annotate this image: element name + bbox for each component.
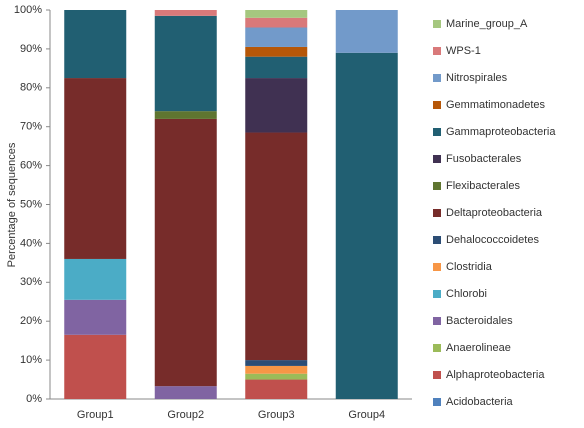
- bar-segment: [335, 10, 398, 53]
- x-tick-label: Group4: [348, 409, 385, 421]
- legend-label: Flexibacterales: [446, 180, 520, 192]
- y-tick-label: 90%: [20, 43, 42, 55]
- legend-swatch: [433, 74, 441, 82]
- legend-label: Clostridia: [446, 261, 493, 273]
- bar-segment: [154, 386, 217, 399]
- x-tick-label: Group3: [258, 409, 295, 421]
- bar-segment: [245, 379, 308, 399]
- bar-segment: [64, 299, 127, 335]
- bar-segment: [335, 52, 398, 399]
- legend-swatch: [433, 344, 441, 352]
- legend-label: WPS-1: [446, 45, 481, 57]
- legend-label: Dehalococcoidetes: [446, 234, 539, 246]
- legend-swatch: [433, 101, 441, 109]
- bar-segment: [245, 373, 308, 380]
- bar-segment: [64, 334, 127, 399]
- legend-swatch: [433, 20, 441, 28]
- y-tick-label: 40%: [20, 237, 42, 249]
- legend-swatch: [433, 317, 441, 325]
- bar-segment: [245, 365, 308, 374]
- legend-label: Nitrospirales: [446, 72, 508, 84]
- y-tick-label: 0%: [26, 393, 42, 405]
- y-tick-label: 20%: [20, 315, 42, 327]
- legend-label: Alphaproteobacteria: [446, 369, 545, 381]
- legend-label: Chlorobi: [446, 288, 487, 300]
- legend-label: Marine_group_A: [446, 18, 528, 30]
- x-tick-label: Group1: [77, 409, 114, 421]
- bar-segment: [245, 17, 308, 28]
- legend-swatch: [433, 236, 441, 244]
- legend-swatch: [433, 155, 441, 163]
- bar-segment: [245, 27, 308, 47]
- legend-swatch: [433, 398, 441, 406]
- bar-segment: [64, 78, 127, 259]
- bar-segment: [245, 56, 308, 79]
- bar-segment: [245, 46, 308, 57]
- legend-label: Deltaproteobacteria: [446, 207, 543, 219]
- legend-label: Fusobacterales: [446, 153, 522, 165]
- legend-swatch: [433, 290, 441, 298]
- bar-segment: [245, 132, 308, 361]
- x-tick-label: Group2: [167, 409, 204, 421]
- legend-swatch: [433, 371, 441, 379]
- bar-segment: [154, 15, 217, 112]
- legend-swatch: [433, 209, 441, 217]
- legend-swatch: [433, 47, 441, 55]
- legend-label: Gemmatimonadetes: [446, 99, 546, 111]
- y-tick-label: 30%: [20, 276, 42, 288]
- y-tick-label: 100%: [14, 4, 42, 16]
- y-tick-label: 80%: [20, 82, 42, 94]
- legend-label: Acidobacteria: [446, 396, 514, 408]
- y-axis-label: Percentage of sequences: [6, 142, 18, 267]
- y-tick-label: 10%: [20, 354, 42, 366]
- bar-segment: [154, 118, 217, 387]
- legend-swatch: [433, 128, 441, 136]
- legend-swatch: [433, 182, 441, 190]
- legend-label: Bacteroidales: [446, 315, 513, 327]
- legend-label: Anaerolineae: [446, 342, 511, 354]
- bar-segment: [154, 111, 217, 119]
- bar-segment: [154, 10, 217, 16]
- y-tick-label: 50%: [20, 198, 42, 210]
- bar-segment: [245, 78, 308, 133]
- bar-segment: [245, 10, 308, 18]
- legend-label: Gammaproteobacteria: [446, 126, 556, 138]
- bar-segment: [245, 360, 308, 366]
- bar-segment: [64, 10, 127, 79]
- legend-swatch: [433, 263, 441, 271]
- y-tick-label: 70%: [20, 121, 42, 133]
- y-tick-label: 60%: [20, 160, 42, 172]
- bar-segment: [64, 258, 127, 300]
